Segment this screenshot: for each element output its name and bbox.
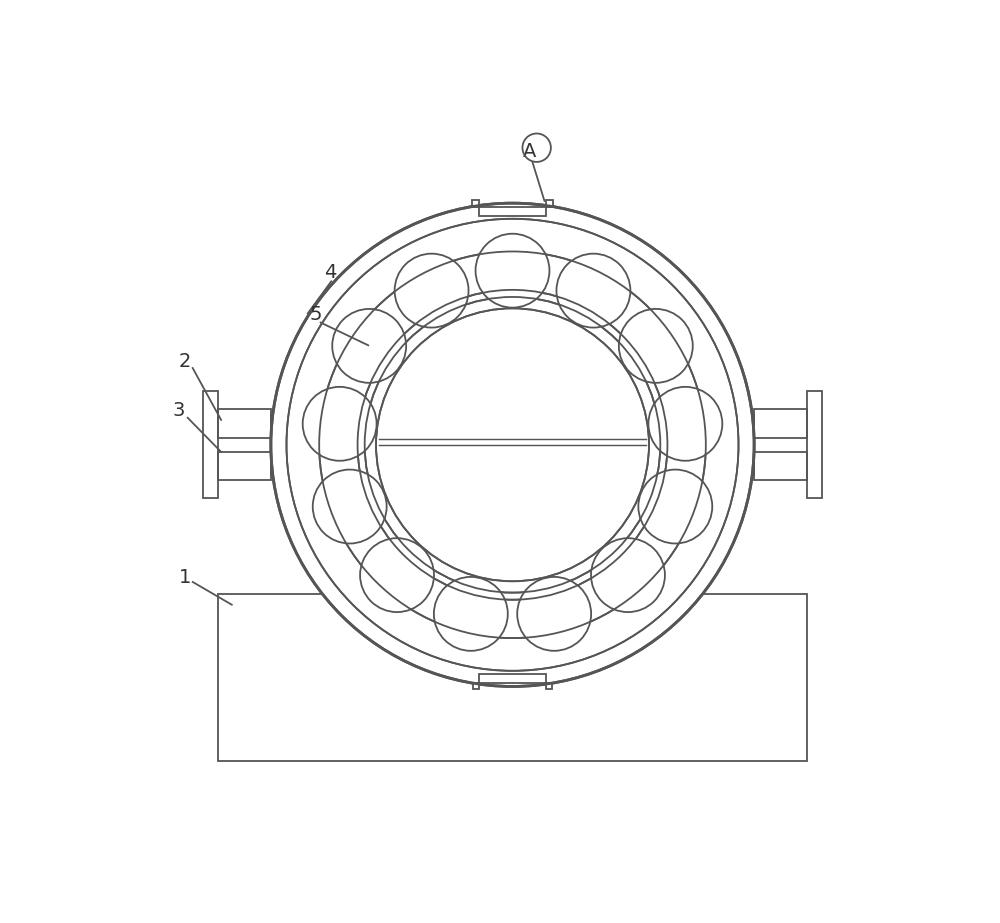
Bar: [473, 683, 479, 689]
Circle shape: [358, 290, 667, 600]
Text: A: A: [523, 142, 537, 161]
Circle shape: [648, 387, 722, 461]
Bar: [203, 391, 218, 498]
Circle shape: [360, 538, 434, 612]
Circle shape: [332, 309, 406, 383]
Circle shape: [395, 254, 469, 328]
Circle shape: [365, 297, 660, 593]
Circle shape: [313, 470, 387, 544]
Bar: [754, 452, 807, 480]
Circle shape: [376, 308, 649, 581]
Bar: [479, 674, 546, 683]
Circle shape: [303, 387, 377, 461]
Bar: [754, 409, 807, 438]
Text: 1: 1: [178, 569, 191, 587]
Circle shape: [638, 470, 712, 544]
Circle shape: [619, 309, 693, 383]
Bar: [472, 200, 479, 207]
Bar: [807, 391, 822, 498]
Bar: [479, 207, 546, 216]
Text: 2: 2: [178, 352, 191, 371]
Bar: [546, 200, 553, 207]
Bar: [222, 599, 803, 757]
Circle shape: [556, 254, 630, 328]
Circle shape: [476, 234, 549, 307]
Circle shape: [591, 538, 665, 612]
Circle shape: [319, 251, 706, 638]
Text: 5: 5: [310, 306, 322, 324]
Text: 4: 4: [324, 263, 337, 282]
Circle shape: [286, 219, 739, 671]
Bar: [218, 409, 271, 438]
Circle shape: [517, 577, 591, 651]
Bar: [218, 452, 271, 480]
Bar: [218, 594, 807, 761]
Bar: [546, 683, 552, 689]
Text: 3: 3: [173, 402, 185, 420]
Circle shape: [271, 203, 754, 687]
Circle shape: [434, 577, 508, 651]
